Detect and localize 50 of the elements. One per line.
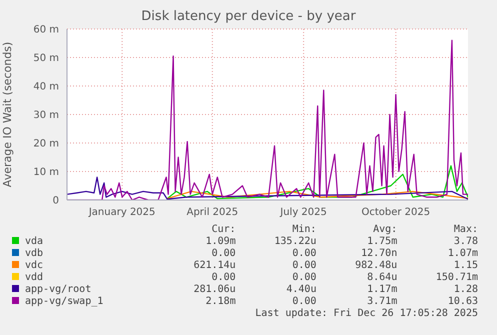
y-tick-label: 0 <box>52 196 59 207</box>
text: 1.09m <box>204 236 237 248</box>
text: 135.22u <box>273 236 318 248</box>
text: 3.71m <box>366 296 398 308</box>
text: 3.78 <box>452 236 479 248</box>
text: 0.00 <box>291 248 318 260</box>
text: 281.06u <box>192 284 237 296</box>
text: 4.40u <box>285 284 318 296</box>
legend-label: vdd <box>24 272 44 284</box>
line-series <box>166 165 468 200</box>
x-tick-label: January 2025 <box>88 207 156 218</box>
legend-label: vdc <box>24 260 44 272</box>
x-tick-label: October 2025 <box>361 207 430 218</box>
text: Last update: Fri Dec 26 17:05:28 2025 <box>254 308 479 320</box>
text: 12.70n <box>360 248 398 260</box>
text: 10.63 <box>446 296 479 308</box>
text: 8.64u <box>366 272 398 284</box>
text: Cur: <box>210 224 237 236</box>
text: 1.07m <box>446 248 479 260</box>
text: 0.00 <box>291 272 318 284</box>
legend-label: vdb <box>24 248 44 260</box>
text: 1.75m <box>366 236 398 248</box>
text: 2.18m <box>204 296 237 308</box>
x-tick-label: April 2025 <box>186 207 238 218</box>
text: 0.00 <box>291 260 318 272</box>
y-tick-label: 30 m <box>33 110 59 122</box>
text: Min: <box>291 224 318 236</box>
chart-title: Disk latency per device - by year <box>140 9 357 24</box>
text: 1.15 <box>452 260 479 272</box>
y-tick-label: 50 m <box>33 53 59 64</box>
text: 621.14u <box>192 260 237 272</box>
y-tick-label: 20 m <box>33 138 59 150</box>
text: Avg: <box>372 224 398 236</box>
text: 0.00 <box>210 248 237 260</box>
text: 150.71m <box>434 272 479 284</box>
text: 982.48u <box>354 260 398 272</box>
text: 1.17m <box>366 284 398 296</box>
text: 0.00 <box>210 272 237 284</box>
legend-label: app-vg/swap_1 <box>24 296 104 308</box>
text: 0.00 <box>291 296 318 308</box>
x-tick-label: July 2025 <box>279 207 327 218</box>
text: Max: <box>452 224 479 236</box>
y-axis-title: Average IO Wait (seconds) <box>0 42 14 188</box>
y-tick-label: 60 m <box>33 24 59 36</box>
y-tick-label: 40 m <box>33 82 59 93</box>
legend-label: app-vg/root <box>24 284 92 296</box>
text: 1.28 <box>452 284 479 296</box>
y-tick-label: 10 m <box>33 167 59 178</box>
line-series <box>166 190 468 200</box>
legend-label: vda <box>24 236 44 248</box>
